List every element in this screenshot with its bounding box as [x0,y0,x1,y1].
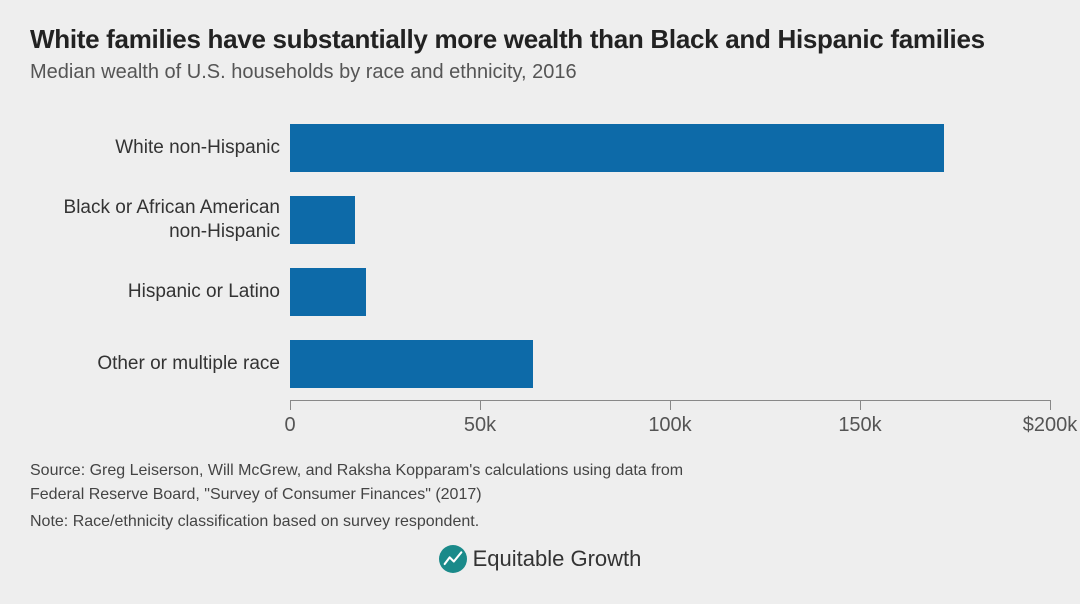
source-line-1: Source: Greg Leiserson, Will McGrew, and… [30,460,1050,482]
category-labels: White non-HispanicBlack or African Ameri… [30,112,290,452]
category-label: Other or multiple race [30,328,290,400]
x-tick-label: 150k [838,414,881,437]
x-axis-line [290,400,1050,401]
x-tick-label: 50k [464,414,496,437]
bar-row [290,112,1050,184]
brand-logo-icon [439,545,467,573]
x-tick [670,400,671,410]
x-axis-ticks: 050k100k150k$200k [290,400,1050,452]
note-line: Note: Race/ethnicity classification base… [30,511,1050,533]
x-tick-label: 100k [648,414,691,437]
chart-container: White families have substantially more w… [0,0,1080,604]
bar [290,268,366,316]
brand-name: Equitable Growth [473,546,642,572]
x-tick-label: 0 [284,414,295,437]
x-tick [860,400,861,410]
bar-row [290,328,1050,400]
chart-title: White families have substantially more w… [30,24,1050,55]
bar [290,196,355,244]
category-label: Hispanic or Latino [30,256,290,328]
footer: Equitable Growth [30,545,1050,573]
category-label: White non-Hispanic [30,112,290,184]
source-line-2: Federal Reserve Board, "Survey of Consum… [30,484,1050,506]
x-tick [1050,400,1051,410]
x-tick [290,400,291,410]
bar-row [290,184,1050,256]
bar [290,340,533,388]
chart-area: White non-HispanicBlack or African Ameri… [30,112,1050,452]
growth-line-icon [443,549,463,569]
bars-inner [290,112,1050,400]
x-tick [480,400,481,410]
chart-subtitle: Median wealth of U.S. households by race… [30,61,1050,84]
x-tick-label: $200k [1023,414,1078,437]
bar-row [290,256,1050,328]
bars-column: 050k100k150k$200k [290,112,1050,452]
bar [290,124,944,172]
chart-notes: Source: Greg Leiserson, Will McGrew, and… [30,460,1050,535]
category-label: Black or African American non-Hispanic [30,184,290,256]
